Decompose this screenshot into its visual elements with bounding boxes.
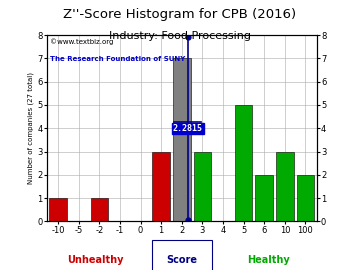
Bar [152,151,170,221]
Text: Score: Score [166,255,197,265]
Text: ©www.textbiz.org: ©www.textbiz.org [50,39,113,46]
Bar [49,198,67,221]
Text: 2.2815: 2.2815 [172,124,203,133]
Text: The Research Foundation of SUNY: The Research Foundation of SUNY [50,56,185,62]
Text: Unhealthy: Unhealthy [67,255,123,265]
Text: Healthy: Healthy [247,255,289,265]
Y-axis label: Number of companies (27 total): Number of companies (27 total) [28,72,35,184]
Bar [256,175,273,221]
Bar [297,175,314,221]
Bar [194,151,211,221]
Bar [173,58,190,221]
Text: Industry: Food Processing: Industry: Food Processing [109,31,251,41]
Text: Z''-Score Histogram for CPB (2016): Z''-Score Histogram for CPB (2016) [63,8,297,21]
Bar [91,198,108,221]
Bar [235,105,252,221]
Bar [276,151,294,221]
